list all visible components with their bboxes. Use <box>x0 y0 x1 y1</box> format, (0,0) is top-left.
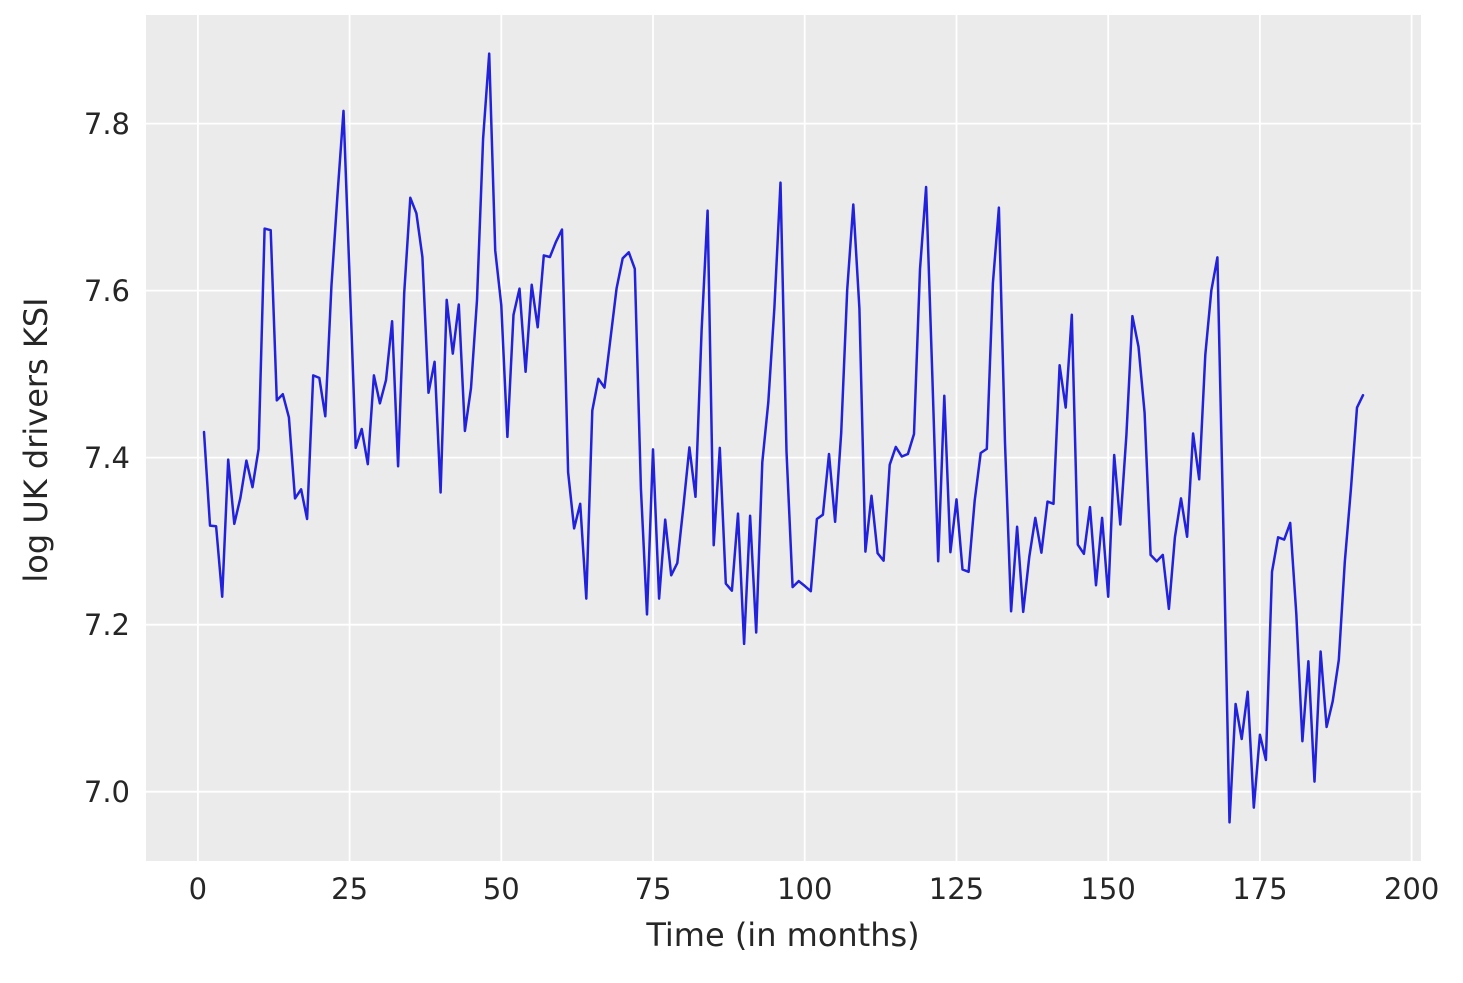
series-line <box>202 52 1365 824</box>
x-tick-label: 0 <box>188 872 208 906</box>
x-tick-label: 75 <box>634 872 672 906</box>
x-tick-label: 200 <box>1383 872 1440 906</box>
plot-area <box>146 15 1421 861</box>
y-tick-label: 7.0 <box>83 774 130 809</box>
line-chart-svg <box>146 15 1421 861</box>
x-axis-label: Time (in months) <box>646 916 920 954</box>
x-tick-label: 50 <box>482 872 520 906</box>
y-tick-label: 7.8 <box>83 106 130 141</box>
x-tick-label: 125 <box>928 872 985 906</box>
x-tick-label: 175 <box>1232 872 1288 906</box>
y-tick-label: 7.2 <box>83 607 130 642</box>
x-tick-label: 25 <box>331 872 369 906</box>
x-tick-label: 100 <box>777 872 833 906</box>
y-tick-label: 7.6 <box>83 273 130 308</box>
x-tick-label: 150 <box>1080 872 1136 906</box>
y-tick-label: 7.4 <box>83 440 130 475</box>
